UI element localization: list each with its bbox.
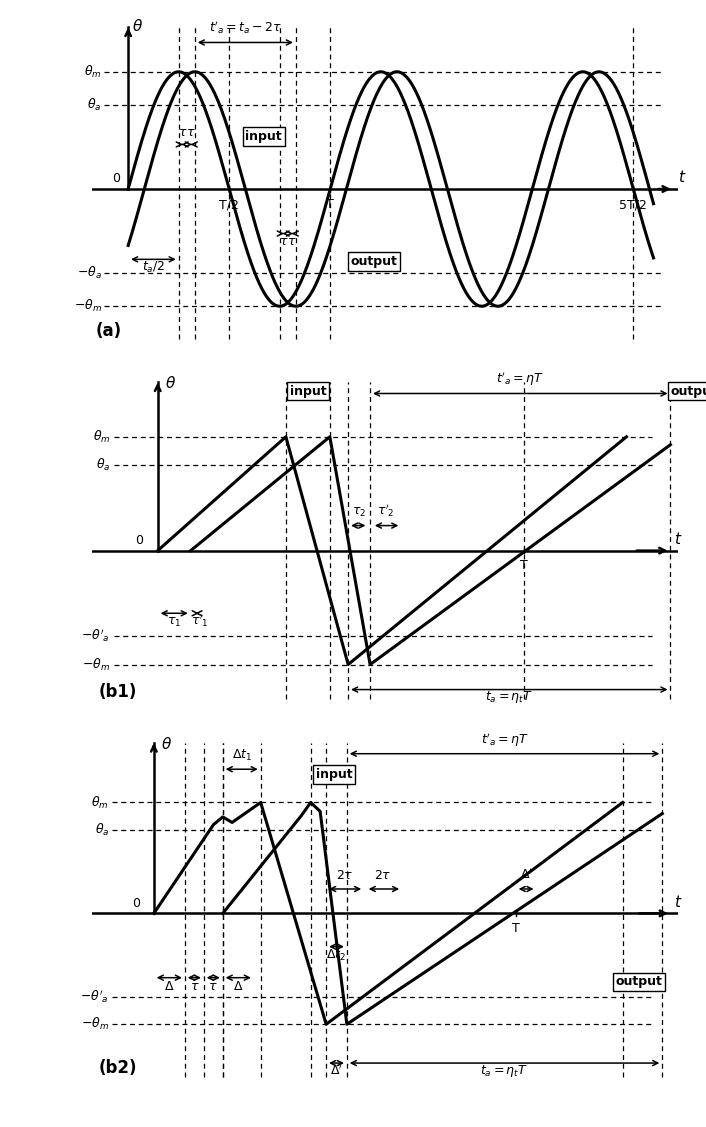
Text: $-\theta'_a$: $-\theta'_a$ xyxy=(80,988,109,1005)
Text: $\Delta'$: $\Delta'$ xyxy=(330,1064,343,1079)
Text: T: T xyxy=(520,559,528,571)
Text: $t'_a=\eta T$: $t'_a=\eta T$ xyxy=(496,371,544,388)
Text: $-\theta_a$: $-\theta_a$ xyxy=(77,265,102,282)
Text: $t_a/2$: $t_a/2$ xyxy=(142,260,165,275)
Text: $\tau$: $\tau$ xyxy=(189,979,199,993)
Text: $\tau$: $\tau$ xyxy=(208,979,218,993)
Text: 0: 0 xyxy=(132,897,140,911)
Text: $\Delta'$: $\Delta'$ xyxy=(520,868,532,882)
Text: $\tau'_2$: $\tau'_2$ xyxy=(377,503,395,520)
Text: $t_a=\eta_t T$: $t_a=\eta_t T$ xyxy=(485,689,533,704)
Text: $2\tau$: $2\tau$ xyxy=(374,869,392,882)
Text: T/2: T/2 xyxy=(220,198,239,212)
Text: 5T/2: 5T/2 xyxy=(619,198,647,212)
Text: $2\tau$: $2\tau$ xyxy=(336,869,354,882)
Text: input: input xyxy=(246,130,282,143)
Text: output: output xyxy=(671,384,706,398)
Text: $\theta_a$: $\theta_a$ xyxy=(95,823,109,838)
Text: $t$: $t$ xyxy=(674,894,683,911)
Text: (b1): (b1) xyxy=(99,683,138,701)
Text: $\Delta t_1$: $\Delta t_1$ xyxy=(232,748,252,763)
Text: $\theta_m$: $\theta_m$ xyxy=(92,795,109,810)
Text: input: input xyxy=(289,384,326,398)
Text: T: T xyxy=(326,198,334,212)
Text: $t'_a=t_a-2\tau$: $t'_a=t_a-2\tau$ xyxy=(209,19,282,36)
Text: (b2): (b2) xyxy=(99,1059,137,1077)
Text: $t$: $t$ xyxy=(678,169,686,186)
Text: $-\theta_m$: $-\theta_m$ xyxy=(82,656,110,673)
Text: $t'_a=\eta T$: $t'_a=\eta T$ xyxy=(481,731,529,748)
Text: output: output xyxy=(616,976,663,988)
Text: 0: 0 xyxy=(135,534,143,548)
Text: $\theta_m$: $\theta_m$ xyxy=(92,428,110,445)
Text: $t_a=\eta_t T$: $t_a=\eta_t T$ xyxy=(481,1063,529,1080)
Text: $\tau_1$: $\tau_1$ xyxy=(167,615,181,629)
Text: 0: 0 xyxy=(112,172,120,186)
Text: (a): (a) xyxy=(96,322,122,340)
Text: input: input xyxy=(316,769,352,781)
Text: $t$: $t$ xyxy=(674,531,683,548)
Text: $-\theta_m$: $-\theta_m$ xyxy=(81,1017,109,1032)
Text: $\tau_2$: $\tau_2$ xyxy=(352,506,366,520)
Text: $-\theta'_a$: $-\theta'_a$ xyxy=(81,628,110,645)
Text: $\theta_m$: $\theta_m$ xyxy=(84,64,102,80)
Text: $\tau'_1$: $\tau'_1$ xyxy=(191,612,209,629)
Text: $\theta$: $\theta$ xyxy=(132,18,143,34)
Text: $\Delta$: $\Delta$ xyxy=(233,979,244,993)
Text: $\theta$: $\theta$ xyxy=(165,375,176,391)
Text: $\theta_a$: $\theta_a$ xyxy=(88,97,102,113)
Text: $\tau$: $\tau$ xyxy=(287,236,297,248)
Text: $\tau$: $\tau$ xyxy=(279,236,289,248)
Text: $\Delta$: $\Delta$ xyxy=(164,979,174,993)
Text: $\tau$: $\tau$ xyxy=(186,126,196,140)
Text: $\tau$: $\tau$ xyxy=(178,126,188,140)
Text: output: output xyxy=(350,255,397,268)
Text: $\theta$: $\theta$ xyxy=(161,736,172,752)
Text: $\Delta t_2$: $\Delta t_2$ xyxy=(326,948,347,962)
Text: $\theta_a$: $\theta_a$ xyxy=(95,458,110,473)
Text: $-\theta_m$: $-\theta_m$ xyxy=(74,299,102,314)
Text: T: T xyxy=(512,922,520,935)
